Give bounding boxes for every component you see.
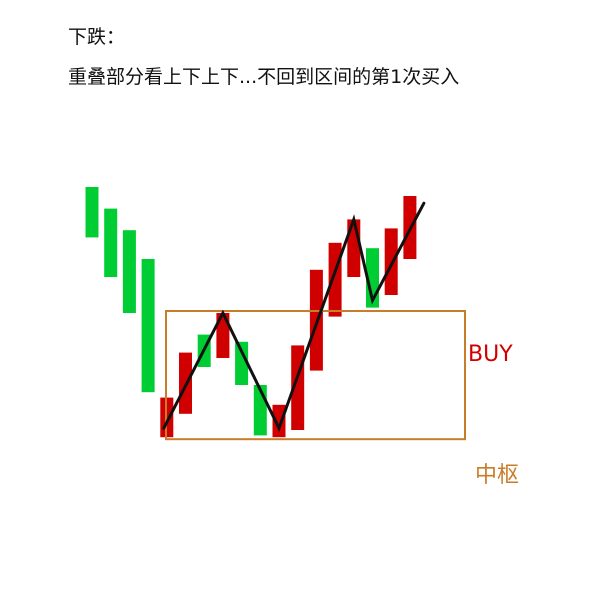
pivot-zone-box [165, 310, 466, 441]
candle-down [85, 187, 99, 238]
zone-label: 中枢 [475, 463, 519, 488]
page-title: 下跌： [68, 26, 126, 48]
candle-up [328, 242, 342, 317]
page-subtitle: 重叠部分看上下上下...不回到区间的第1次买入 [68, 66, 460, 88]
candles-group [85, 187, 417, 438]
candle-up [384, 228, 398, 295]
candle-down [141, 259, 155, 393]
candle-down [104, 208, 118, 277]
candle-up [216, 313, 230, 358]
zigzag-line [162, 201, 426, 433]
candle-down [122, 230, 136, 313]
candle-down [235, 341, 249, 385]
candle-up [272, 404, 286, 438]
buy-label: BUY [468, 342, 513, 367]
